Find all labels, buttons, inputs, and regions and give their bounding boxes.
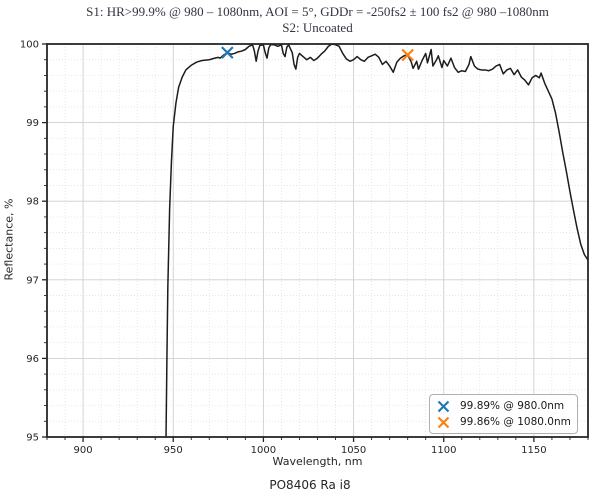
figure-caption: PO8406 Ra i8	[269, 478, 351, 492]
svg-text:1150: 1150	[521, 445, 546, 456]
legend-item-1080nm: 99.86% @ 1080.0nm	[436, 414, 571, 430]
chart-legend: 99.89% @ 980.0nm 99.86% @ 1080.0nm	[429, 394, 578, 434]
svg-text:98: 98	[26, 197, 39, 208]
x-axis-label: Wavelength, nm	[272, 455, 363, 468]
svg-text:900: 900	[74, 445, 93, 456]
chart-title: S1: HR>99.9% @ 980 – 1080nm, AOI = 5°, G…	[47, 4, 588, 36]
chart-title-line1: S1: HR>99.9% @ 980 – 1080nm, AOI = 5°, G…	[86, 4, 549, 19]
svg-text:96: 96	[26, 354, 39, 365]
legend-item-980nm: 99.89% @ 980.0nm	[436, 398, 571, 414]
svg-text:95: 95	[26, 433, 39, 444]
svg-text:1100: 1100	[431, 445, 456, 456]
svg-text:950: 950	[164, 445, 183, 456]
y-axis-label: Reflectance, %	[2, 198, 16, 281]
svg-text:1050: 1050	[341, 445, 366, 456]
svg-text:1000: 1000	[251, 445, 276, 456]
svg-text:97: 97	[26, 275, 39, 286]
x-marker-icon	[437, 400, 450, 412]
chart-title-line2: S2: Uncoated	[282, 20, 353, 35]
svg-text:100: 100	[20, 40, 39, 51]
legend-label: 99.86% @ 1080.0nm	[460, 416, 571, 428]
x-marker-icon	[437, 416, 450, 428]
svg-text:99: 99	[26, 118, 39, 129]
legend-label: 99.89% @ 980.0nm	[460, 400, 565, 412]
